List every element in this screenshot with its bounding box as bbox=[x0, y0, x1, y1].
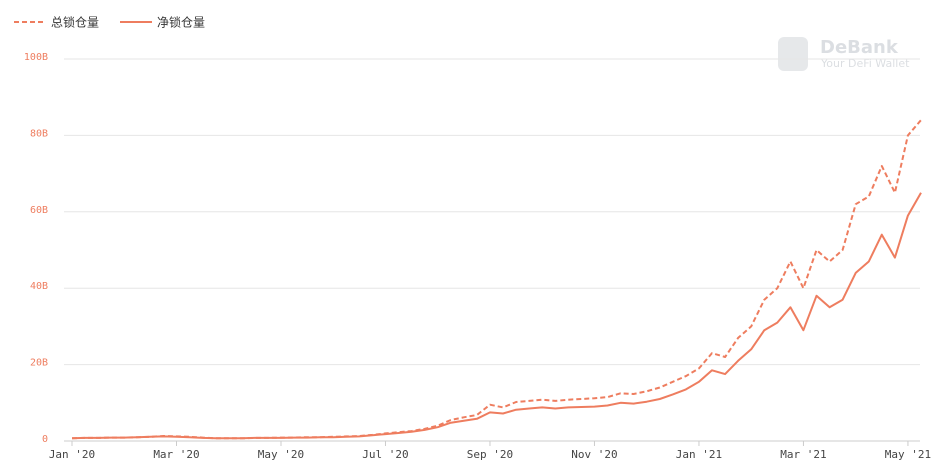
x-tick-label: Mar '20 bbox=[153, 448, 199, 461]
watermark-title: DeBank bbox=[820, 37, 899, 58]
x-tick-label: May '21 bbox=[885, 448, 931, 461]
watermark-subtitle: Your DeFi Wallet bbox=[820, 57, 910, 70]
y-tick-label: 0 bbox=[42, 434, 48, 445]
x-tick-label: May '20 bbox=[258, 448, 304, 461]
legend-label: 总锁仓量 bbox=[51, 15, 99, 30]
x-tick-label: Jan '20 bbox=[49, 448, 95, 461]
x-tick-label: Jul '20 bbox=[362, 448, 408, 461]
watermark-logo bbox=[778, 37, 808, 71]
x-tick-label: Jan '21 bbox=[676, 448, 722, 461]
y-tick-label: 60B bbox=[30, 205, 48, 216]
y-tick-label: 100B bbox=[24, 52, 48, 63]
x-tick-label: Mar '21 bbox=[780, 448, 826, 461]
watermark: DeBank Your DeFi Wallet bbox=[778, 37, 910, 71]
y-tick-label: 20B bbox=[30, 358, 48, 369]
legend-label: 净锁仓量 bbox=[157, 15, 205, 30]
x-tick-label: Sep '20 bbox=[467, 448, 513, 461]
line-series bbox=[71, 192, 922, 440]
x-tick-label: Nov '20 bbox=[571, 448, 617, 461]
y-tick-label: 80B bbox=[30, 128, 48, 139]
y-tick-label: 40B bbox=[30, 281, 48, 292]
line-series bbox=[71, 119, 922, 440]
